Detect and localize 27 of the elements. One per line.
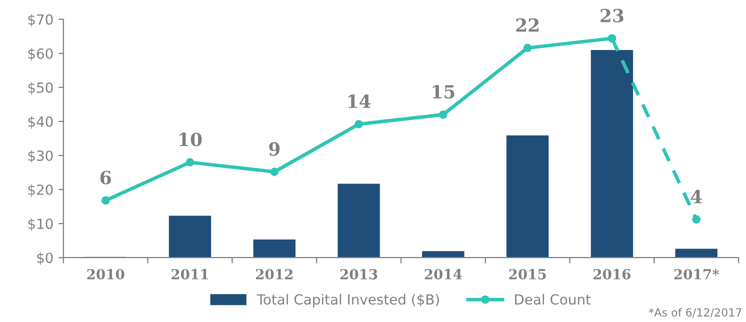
y-tick-label: $0 [37, 252, 53, 265]
data-label: 15 [432, 84, 454, 99]
y-tick-label: $70 [28, 14, 53, 27]
data-label: 9 [269, 142, 280, 156]
y-tick-label: $60 [28, 48, 53, 61]
legend-label: Total Capital Invested ($B) [256, 294, 439, 308]
y-tick-label: $40 [28, 116, 53, 129]
text: *As of 6/12/2017 [648, 308, 742, 318]
x-tick-label: 2017* [674, 268, 719, 280]
x-tick-label: 2011 [172, 268, 208, 280]
x-tick-label: 2013 [340, 268, 378, 280]
y-tick-label: $30 [28, 150, 53, 163]
data-label: 4 [690, 190, 702, 204]
x-tick-label: 2016 [594, 268, 631, 280]
data-label: 14 [348, 94, 371, 108]
x-tick-label: 2012 [256, 268, 292, 280]
x-tick-label: 2015 [509, 268, 546, 280]
x-tick-label: 2010 [87, 268, 124, 280]
y-tick-label: $20 [28, 184, 53, 197]
data-label: 10 [180, 132, 202, 146]
data-label: 23 [600, 8, 624, 22]
data-label: 6 [100, 170, 111, 184]
y-tick-label: $10 [28, 218, 53, 231]
x-tick-label: 2014 [424, 268, 462, 280]
data-label: 22 [516, 18, 539, 32]
y-tick-label: $50 [28, 82, 53, 95]
legend-label: Deal Count [515, 294, 591, 305]
